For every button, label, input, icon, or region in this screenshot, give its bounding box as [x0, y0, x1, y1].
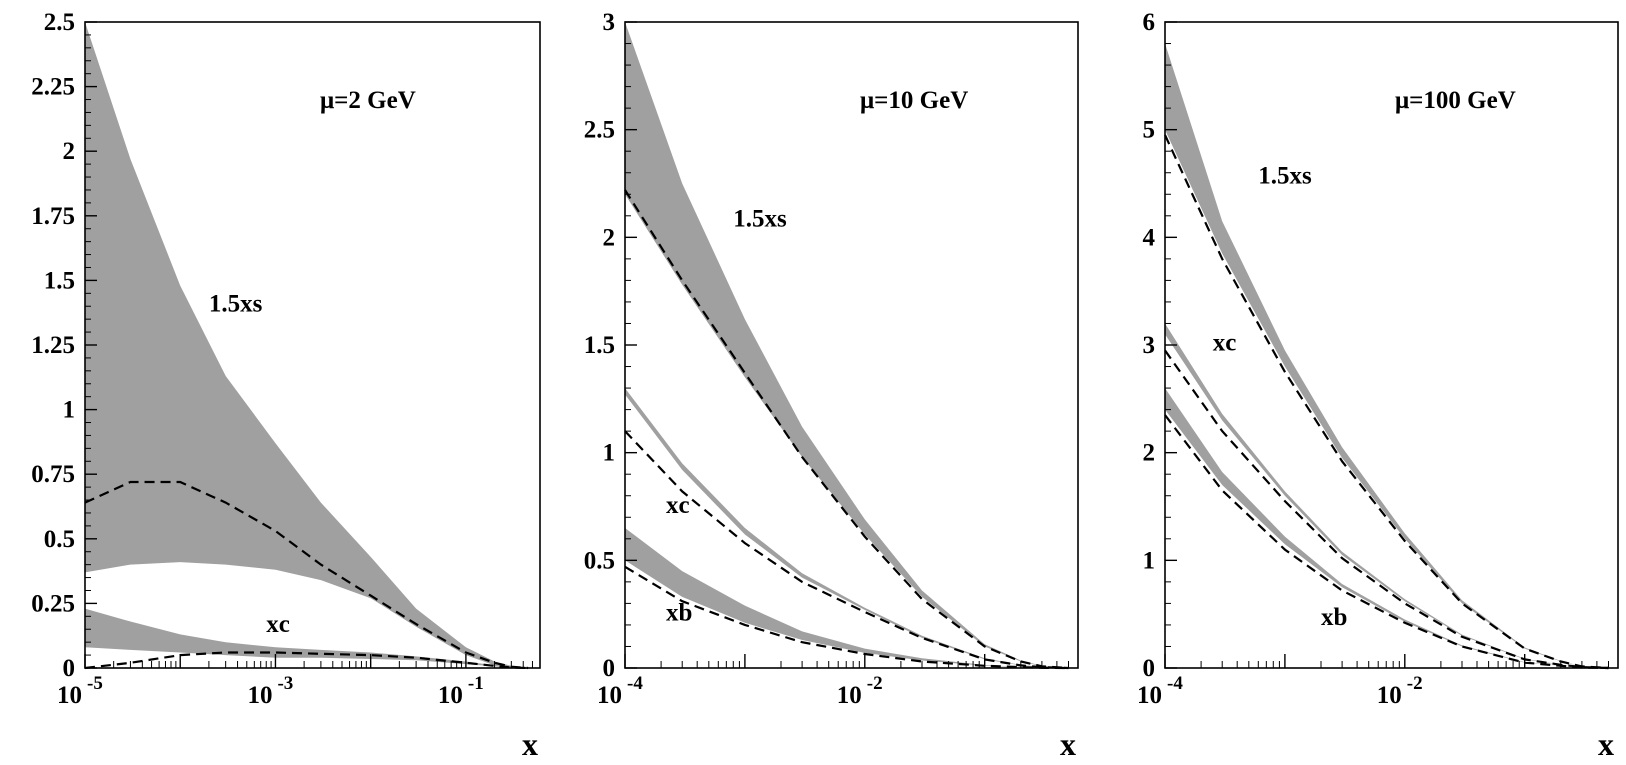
x-tick-base: 10	[1377, 682, 1402, 709]
central-curve-1-5xs	[624, 189, 1069, 670]
y-tick-label: 2	[603, 224, 616, 251]
y-tick-label: 2.5	[44, 9, 75, 36]
central-curve-xc	[84, 651, 529, 670]
series-label-1-5xs: 1.5xs	[209, 290, 263, 317]
y-tick-label: 0.25	[31, 590, 75, 617]
x-tick-label: 10 -2	[1377, 673, 1423, 709]
series-label-xc: xc	[1213, 329, 1237, 356]
y-tick-label: 3	[603, 9, 616, 36]
x-tick-label: 10 -3	[247, 673, 293, 709]
x-tick-label: 10 -5	[57, 673, 103, 709]
scale-annotation: μ=100 GeV	[1395, 87, 1516, 114]
y-tick-label: 1	[1143, 547, 1156, 574]
y-tick-label: 0.5	[44, 526, 75, 553]
x-tick-label: 10 -2	[837, 673, 883, 709]
y-tick-label: 1.75	[31, 203, 75, 230]
x-tick-label: 10 -1	[438, 673, 484, 709]
y-tick-label: 2	[63, 138, 76, 165]
series-label-xc: xc	[266, 611, 290, 638]
central-curve-1-5xs	[84, 480, 529, 670]
y-tick-label: 0.75	[31, 461, 75, 488]
y-tick-label: 0	[1143, 655, 1156, 682]
central-curve-xc	[1164, 349, 1609, 670]
x-tick-exponent: -4	[627, 673, 643, 694]
series-label-1-5xs: 1.5xs	[1258, 163, 1312, 190]
y-tick-label: 1.5	[44, 267, 75, 294]
x-tick-base: 10	[247, 682, 272, 709]
y-tick-label: 3	[1143, 332, 1156, 359]
y-tick-label: 4	[1143, 224, 1156, 251]
scale-annotation: μ=10 GeV	[860, 87, 968, 114]
x-tick-label: 10 -4	[597, 673, 643, 709]
band-xb	[625, 528, 1069, 668]
x-axis-label: x	[1598, 726, 1614, 762]
x-axis-label: x	[522, 726, 538, 762]
y-tick-label: 0	[603, 655, 616, 682]
y-tick-label: 0	[63, 655, 76, 682]
x-tick-base: 10	[438, 682, 463, 709]
x-tick-exponent: -2	[1407, 673, 1423, 694]
y-tick-label: 2.25	[31, 74, 75, 101]
x-tick-exponent: -1	[468, 673, 484, 694]
series-label-xc: xc	[666, 492, 690, 519]
band-1-5xs	[625, 22, 1069, 668]
x-tick-exponent: -5	[87, 673, 103, 694]
band-xc	[1165, 323, 1609, 668]
x-tick-base: 10	[837, 682, 862, 709]
central-curve-xc	[624, 430, 1069, 670]
panel-1: 1.5xs xc 0 0.25 0.5 0.75 1 1.25 1.5 1.75 2 2.25 2.5 1…	[31, 9, 541, 762]
band-1-5xs	[85, 22, 529, 668]
central-curve-xb	[1164, 414, 1609, 670]
plot-frame	[624, 21, 1079, 669]
x-tick-label: 10 -4	[1137, 673, 1183, 709]
y-tick-label: 1	[63, 397, 76, 424]
x-axis-label: x	[1060, 726, 1076, 762]
y-tick-label: 5	[1143, 117, 1156, 144]
band-xc	[85, 608, 529, 668]
central-curve-1-5xs	[1164, 134, 1609, 670]
y-tick-label: 1.5	[584, 332, 615, 359]
series-label-1-5xs: 1.5xs	[733, 206, 787, 233]
x-tick-base: 10	[1137, 682, 1162, 709]
scale-annotation: μ=2 GeV	[320, 87, 416, 114]
y-tick-label: 2	[1143, 440, 1156, 467]
y-tick-label: 2.5	[584, 117, 615, 144]
y-tick-label: 0.5	[584, 547, 615, 574]
x-tick-exponent: -4	[1167, 673, 1183, 694]
y-tick-label: 1	[603, 440, 616, 467]
y-tick-label: 6	[1143, 9, 1156, 36]
x-tick-base: 10	[57, 682, 82, 709]
x-tick-exponent: -2	[867, 673, 883, 694]
x-tick-exponent: -3	[277, 673, 293, 694]
x-tick-base: 10	[597, 682, 622, 709]
series-label-xb: xb	[1321, 604, 1347, 631]
y-tick-label: 1.25	[31, 332, 75, 359]
series-label-xb: xb	[666, 600, 692, 627]
